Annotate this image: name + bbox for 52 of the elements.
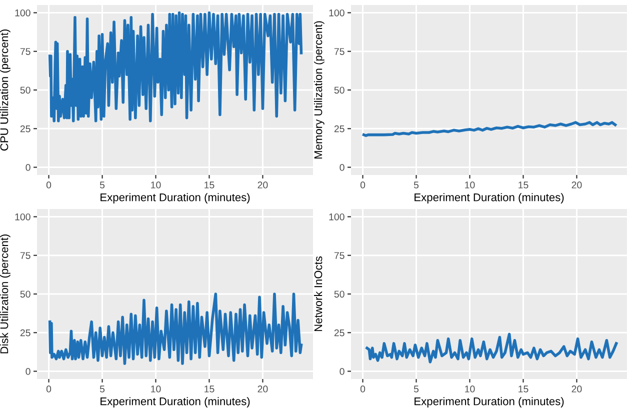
x-tick-label: 10 <box>465 182 475 188</box>
y-tick-label: 50 <box>334 290 344 298</box>
y-tick-label: 0 <box>340 164 344 171</box>
y-tick-label: 50 <box>20 86 30 94</box>
x-tick-label: 10 <box>465 386 475 392</box>
y-tick-label: 75 <box>20 252 30 259</box>
x-tick-label: 20 <box>572 182 582 188</box>
y-axis-title: CPU Utilization (percent) <box>0 30 10 151</box>
line-series <box>366 332 618 364</box>
x-tick-label: 5 <box>414 182 419 188</box>
y-tick-label: 100 <box>329 213 344 220</box>
x-tick-label: 20 <box>258 182 268 188</box>
x-tick-label: 0 <box>46 182 52 188</box>
x-tick-label: 0 <box>46 386 52 392</box>
y-tick-label: 75 <box>334 252 344 259</box>
x-tick-label: 15 <box>518 386 528 392</box>
y-tick-label: 100 <box>329 9 344 16</box>
y-axis-title: Memory Utilization (percent) <box>314 21 324 159</box>
x-tick-label: 15 <box>204 386 214 392</box>
line-series <box>48 11 303 122</box>
y-axis-title: Disk Utilization (percent) <box>0 234 10 354</box>
x-tick-label: 15 <box>518 182 528 188</box>
y-tick-label: 25 <box>20 329 30 336</box>
y-tick-label: 25 <box>334 125 344 132</box>
x-tick-label: 5 <box>414 386 419 392</box>
line-series <box>362 121 617 137</box>
y-tick-label: 0 <box>26 368 30 375</box>
x-tick-label: 20 <box>572 386 582 392</box>
y-tick-label: 50 <box>334 86 344 94</box>
x-tick-label: 10 <box>151 386 161 392</box>
x-tick-label: 0 <box>360 182 366 188</box>
x-tick-label: 10 <box>151 182 161 188</box>
x-tick-label: 15 <box>204 182 214 188</box>
y-axis-title: Network InOcts <box>314 256 322 332</box>
x-tick-label: 5 <box>100 182 105 188</box>
y-tick-label: 0 <box>340 368 344 375</box>
line-series <box>48 292 303 365</box>
x-tick-label: 20 <box>258 386 268 392</box>
y-tick-label: 25 <box>20 125 30 132</box>
y-tick-label: 100 <box>15 213 30 220</box>
x-tick-label: 0 <box>360 386 366 392</box>
x-axis-title: Experiment Duration (minutes) <box>414 193 564 204</box>
y-tick-label: 75 <box>20 48 30 55</box>
x-axis-title: Experiment Duration (minutes) <box>414 397 564 408</box>
y-tick-label: 50 <box>20 290 30 298</box>
x-axis-title: Experiment Duration (minutes) <box>100 193 250 204</box>
x-axis-title: Experiment Duration (minutes) <box>100 397 250 408</box>
y-tick-label: 25 <box>334 329 344 336</box>
y-tick-label: 0 <box>26 164 30 171</box>
x-tick-label: 5 <box>100 386 105 392</box>
y-tick-label: 75 <box>334 48 344 55</box>
y-tick-label: 100 <box>15 9 30 16</box>
